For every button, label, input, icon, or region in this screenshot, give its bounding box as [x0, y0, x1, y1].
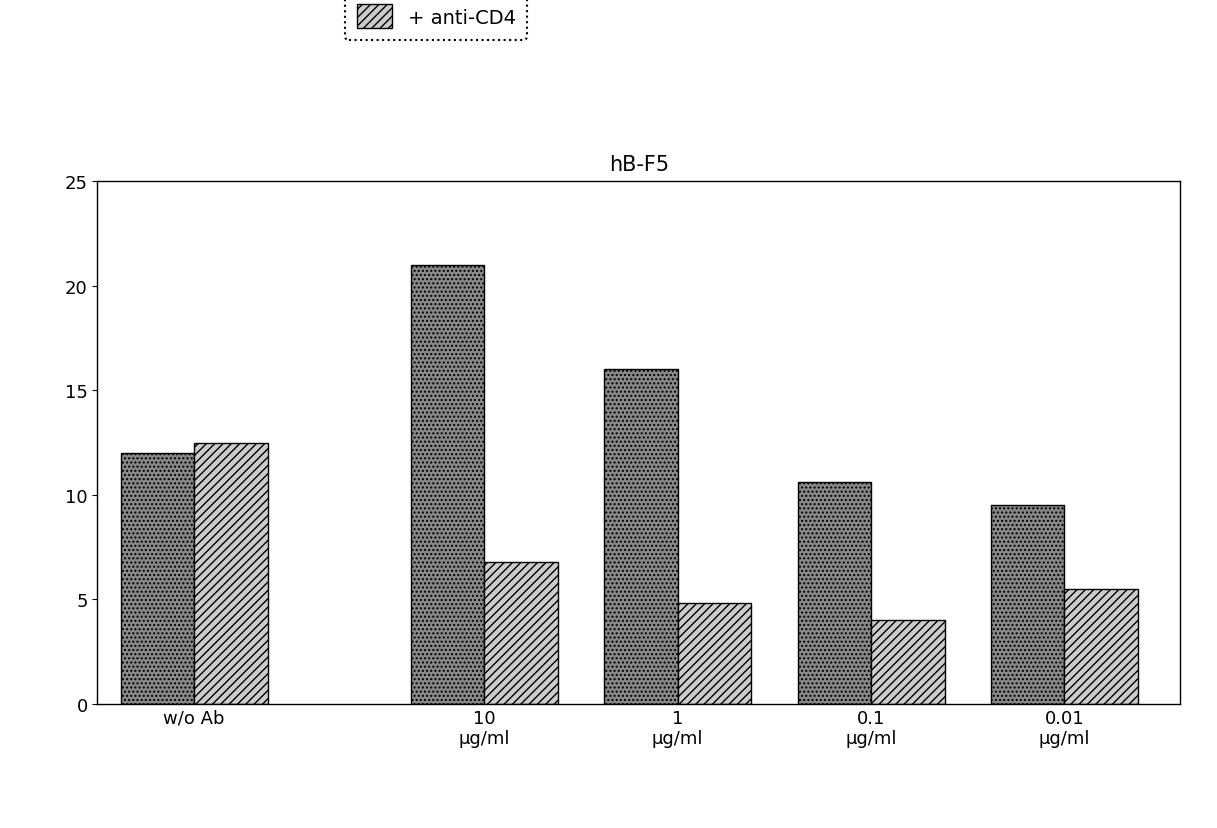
- Bar: [678, 604, 751, 704]
- Bar: [604, 370, 678, 704]
- Title: hB-F5: hB-F5: [608, 155, 669, 175]
- Bar: [1065, 589, 1138, 704]
- Bar: [871, 620, 944, 704]
- Bar: [410, 266, 484, 704]
- Bar: [991, 506, 1065, 704]
- Bar: [797, 483, 871, 704]
- Bar: [484, 562, 557, 704]
- Bar: [120, 454, 194, 704]
- Bar: [194, 443, 268, 704]
- Legend: + anti-CD4: + anti-CD4: [346, 0, 527, 41]
